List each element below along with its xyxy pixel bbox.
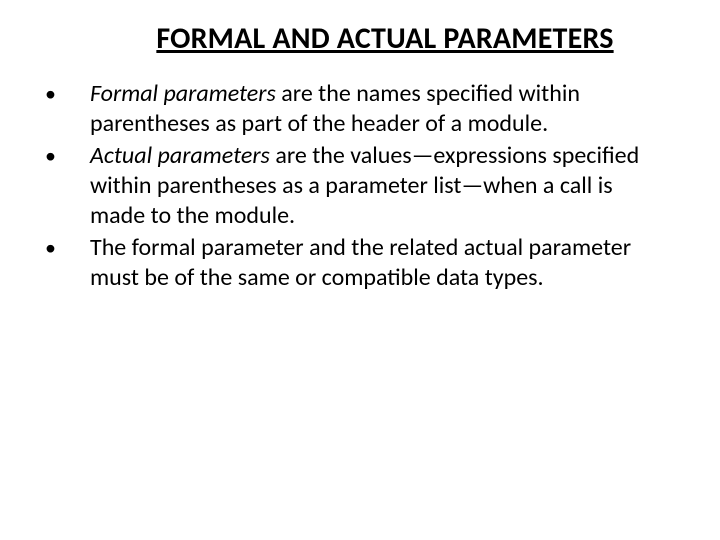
bullet-list: • Formal parameters are the names specif… [40, 79, 680, 293]
bullet-icon: • [40, 141, 90, 171]
bullet-icon: • [40, 233, 90, 263]
list-item: • Actual parameters are the values—expre… [40, 141, 680, 231]
bullet-text: Formal parameters are the names specifie… [90, 79, 680, 139]
list-item: • Formal parameters are the names specif… [40, 79, 680, 139]
list-item: • The formal parameter and the related a… [40, 233, 680, 293]
bullet-text: Actual parameters are the values—express… [90, 141, 680, 231]
slide: FORMAL AND ACTUAL PARAMETERS • Formal pa… [0, 0, 720, 540]
emphasis-term: Actual parameters [90, 141, 270, 170]
emphasis-term: Formal parameters [90, 79, 276, 108]
bullet-text: The formal parameter and the related act… [90, 233, 680, 293]
slide-title: FORMAL AND ACTUAL PARAMETERS [40, 20, 680, 57]
bullet-rest: The formal parameter and the related act… [90, 233, 631, 292]
bullet-icon: • [40, 79, 90, 109]
